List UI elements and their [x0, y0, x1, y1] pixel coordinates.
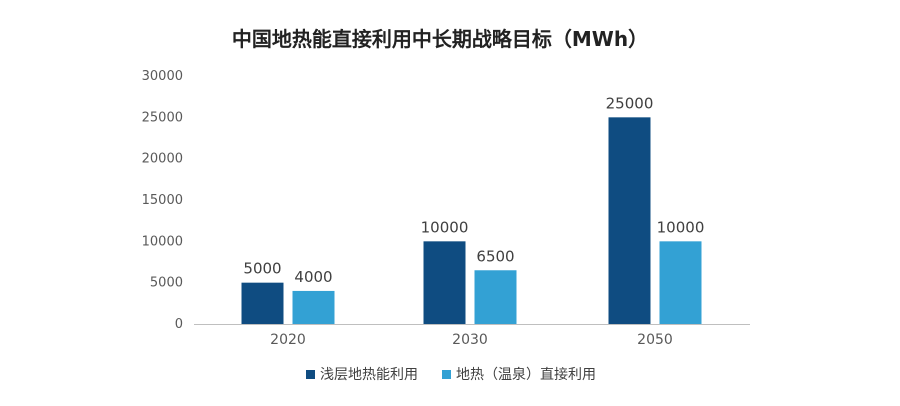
- data-label: 10000: [421, 218, 469, 236]
- bar-series-1-2030: [423, 241, 466, 324]
- bar-series-1-2020: [241, 282, 284, 324]
- legend: 浅层地热能利用 地热（温泉）直接利用: [306, 366, 596, 383]
- y-tick-label: 15000: [142, 193, 183, 208]
- bar-series-2-2050: [659, 241, 702, 324]
- data-labels-group: 5000 10000 25000 4000 6500 10000: [243, 94, 704, 286]
- bar-series-2-2030: [474, 270, 517, 324]
- x-tick-label: 2030: [452, 332, 488, 348]
- x-tick-label: 2020: [270, 332, 306, 348]
- x-axis: 2020 2030 2050: [194, 324, 750, 348]
- legend-label: 浅层地热能利用: [320, 367, 418, 383]
- y-tick-label: 5000: [150, 276, 183, 291]
- data-label: 25000: [606, 94, 654, 112]
- data-label: 5000: [243, 260, 281, 278]
- y-axis: 0 5000 10000 15000 20000 25000 30000: [142, 69, 183, 332]
- legend-swatch: [442, 370, 451, 379]
- y-tick-label: 10000: [142, 234, 183, 249]
- data-label: 4000: [294, 268, 332, 286]
- bar-series-1-2050: [608, 117, 651, 324]
- data-label: 6500: [476, 247, 514, 265]
- x-tick-label: 2050: [637, 332, 673, 348]
- data-label: 10000: [657, 218, 705, 236]
- bar-series-2-2020: [292, 290, 335, 324]
- bars-group: [241, 117, 702, 324]
- y-tick-label: 0: [175, 317, 183, 332]
- legend-swatch: [306, 370, 315, 379]
- legend-label: 地热（温泉）直接利用: [456, 366, 596, 383]
- y-tick-label: 20000: [142, 152, 183, 167]
- y-tick-label: 25000: [142, 110, 183, 125]
- chart-title: 中国地热能直接利用中长期战略目标（MWh）: [232, 27, 648, 51]
- y-tick-label: 30000: [142, 69, 183, 84]
